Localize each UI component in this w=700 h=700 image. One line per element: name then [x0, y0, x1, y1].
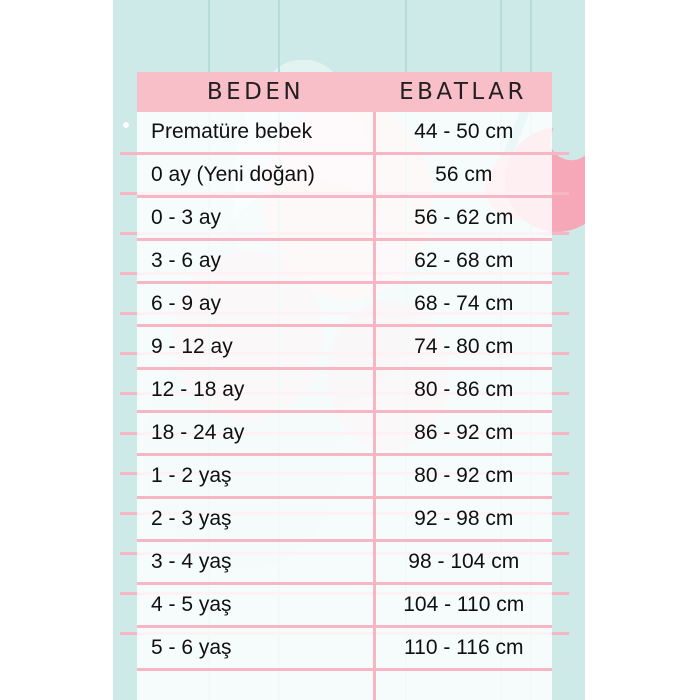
cell-size: Prematüre bebek — [137, 112, 376, 155]
table-body: Prematüre bebek 44 - 50 cm 0 ay (Yeni do… — [137, 112, 552, 700]
table-row: 6 - 9 ay 68 - 74 cm — [137, 282, 552, 327]
table-row: 0 ay (Yeni doğan) 56 cm — [137, 153, 552, 198]
cell-dimension: 56 cm — [374, 153, 552, 198]
table-row: 18 - 24 ay 86 - 92 cm — [137, 411, 552, 456]
table-header-row: BEDEN EBATLAR — [137, 72, 552, 112]
cell-dimension: 80 - 92 cm — [374, 454, 552, 499]
cell-dimension: 44 - 50 cm — [374, 112, 552, 155]
cell-size: 0 - 3 ay — [137, 196, 376, 241]
cell-size: 18 - 24 ay — [137, 411, 376, 456]
cell-size: 6 - 9 ay — [137, 282, 376, 327]
table-row: 5 - 6 yaş 110 - 116 cm — [137, 626, 552, 671]
table-row: 12 - 18 ay 80 - 86 cm — [137, 368, 552, 413]
table-row: 0 - 3 ay 56 - 62 cm — [137, 196, 552, 241]
decorative-dot — [123, 122, 129, 128]
cell-dimension: 74 - 80 cm — [374, 325, 552, 370]
column-header-size: BEDEN — [137, 72, 374, 112]
column-header-dimension: EBATLAR — [374, 72, 552, 112]
cell-size: 4 - 5 yaş — [137, 583, 376, 628]
table-row: 1 - 2 yaş 80 - 92 cm — [137, 454, 552, 499]
table-row: 9 - 12 ay 74 - 80 cm — [137, 325, 552, 370]
table-row-empty — [137, 669, 552, 700]
cell-dimension: 56 - 62 cm — [374, 196, 552, 241]
cell-dimension: 68 - 74 cm — [374, 282, 552, 327]
cell-dimension: 62 - 68 cm — [374, 239, 552, 284]
cell-size: 3 - 4 yaş — [137, 540, 376, 585]
size-chart-table: BEDEN EBATLAR Prematüre bebek 44 - 50 cm… — [137, 72, 552, 700]
table-row: 3 - 4 yaş 98 - 104 cm — [137, 540, 552, 585]
cell-size: 1 - 2 yaş — [137, 454, 376, 499]
cell-dimension: 92 - 98 cm — [374, 497, 552, 542]
cell-size: 2 - 3 yaş — [137, 497, 376, 542]
table-row: 2 - 3 yaş 92 - 98 cm — [137, 497, 552, 542]
cell-dimension: 98 - 104 cm — [374, 540, 552, 585]
cell-empty — [137, 669, 376, 700]
cell-dimension: 80 - 86 cm — [374, 368, 552, 413]
cell-empty — [374, 669, 552, 700]
cell-size: 9 - 12 ay — [137, 325, 376, 370]
cell-dimension: 86 - 92 cm — [374, 411, 552, 456]
cell-dimension: 110 - 116 cm — [374, 626, 552, 671]
cell-size: 3 - 6 ay — [137, 239, 376, 284]
cell-size: 12 - 18 ay — [137, 368, 376, 413]
cell-size: 5 - 6 yaş — [137, 626, 376, 671]
table-row: 3 - 6 ay 62 - 68 cm — [137, 239, 552, 284]
table-row: Prematüre bebek 44 - 50 cm — [137, 112, 552, 155]
cell-dimension: 104 - 110 cm — [374, 583, 552, 628]
table-row: 4 - 5 yaş 104 - 110 cm — [137, 583, 552, 628]
cell-size: 0 ay (Yeni doğan) — [137, 153, 376, 198]
